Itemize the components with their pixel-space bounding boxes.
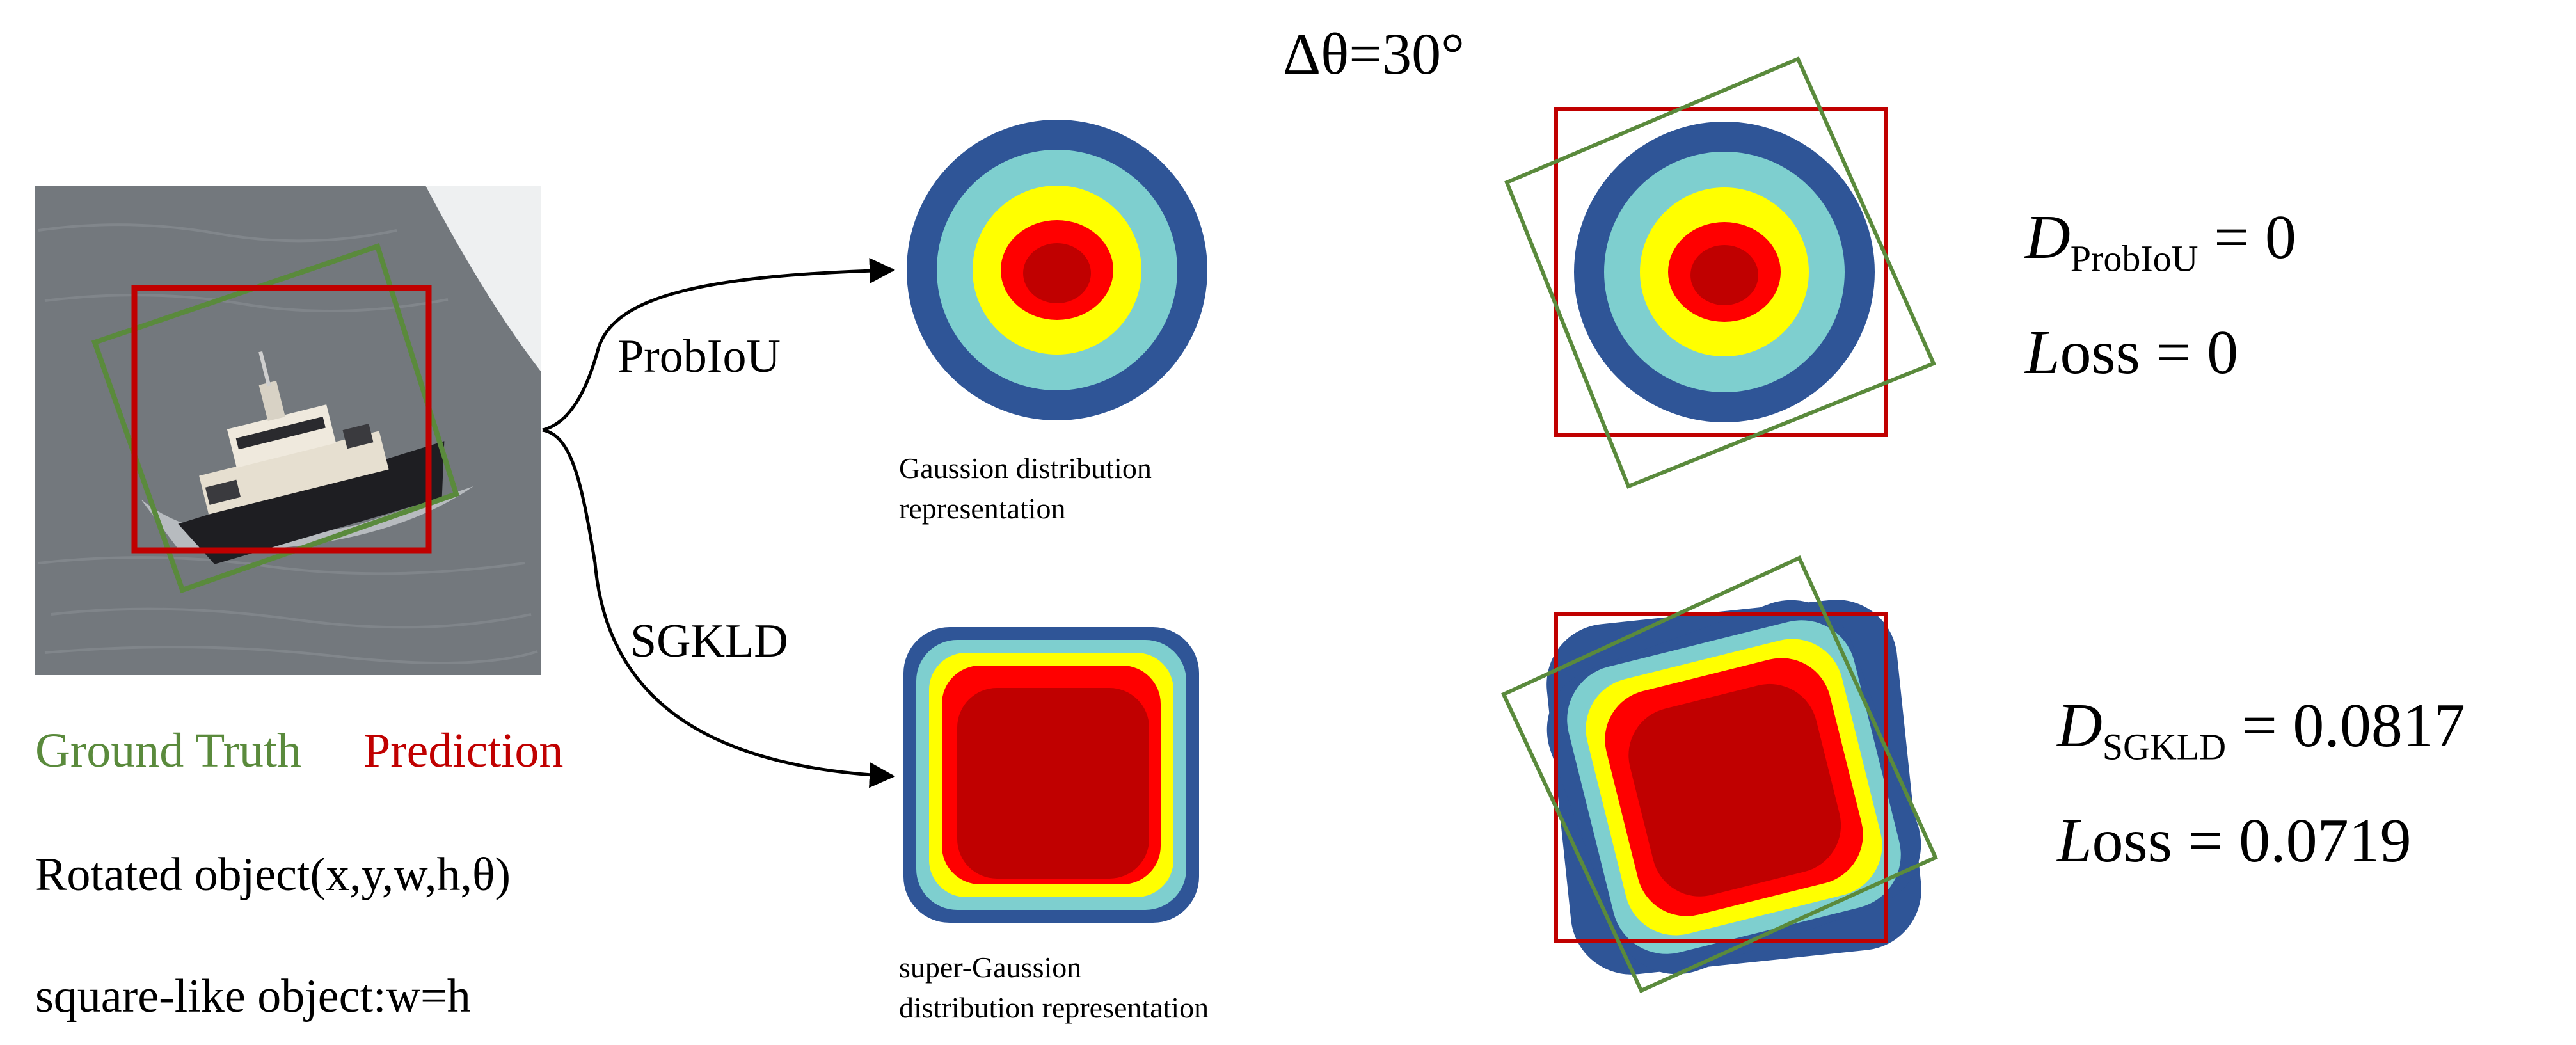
gaussian-caption: Gaussion distribution representation (899, 448, 1152, 529)
delta-theta-label: Δθ=30° (1283, 21, 1465, 86)
rotated-object-description: Rotated object(x,y,w,h,θ) (35, 849, 511, 901)
gaussian-distribution-diagram (907, 120, 1207, 420)
sgkld-loss-rest: oss (2092, 806, 2172, 875)
photo-ship-hull-corner (425, 186, 541, 371)
tugboat-photo (35, 186, 541, 675)
sgkld-distance-formula: DSGKLD = 0.0817 (2057, 694, 2465, 765)
tugboat-icon (178, 351, 445, 564)
probiou-prediction-box (1554, 107, 1888, 437)
super-gaussian-caption-line-2: distribution representation (899, 991, 1209, 1025)
sgkld-ground-truth-box (1501, 555, 1938, 993)
square-like-object-description: square-like object:w=h (35, 970, 471, 1023)
probiou-comparison-diagram (1504, 56, 1937, 489)
photo-ground-truth-box (91, 243, 459, 594)
probiou-d-value: = 0 (2214, 203, 2296, 272)
sgkld-prediction-box (1554, 612, 1888, 943)
sgkld-d-subscript: SGKLD (2102, 726, 2227, 768)
super-gaussian-distribution-diagram (903, 627, 1199, 923)
super-gaussian-caption: super-Gaussion distribution representati… (899, 947, 1209, 1028)
probiou-loss-letter: L (2025, 318, 2060, 387)
branch-label-sgkld: SGKLD (630, 615, 788, 667)
probiou-loss-formula: Loss = 0 (2025, 321, 2238, 384)
probiou-loss-rest: oss (2060, 318, 2140, 387)
sgkld-comparison-diagram (1501, 555, 1938, 993)
legend-prediction: Prediction (363, 724, 564, 778)
gaussian-caption-line-2: representation (899, 492, 1066, 525)
sgkld-d-value: = 0.0817 (2241, 691, 2465, 760)
probiou-d-letter: D (2025, 203, 2071, 272)
branch-label-probiou: ProbIoU (617, 330, 781, 383)
photo-prediction-box (131, 285, 432, 554)
probiou-d-subscript: ProbIoU (2070, 237, 2198, 280)
ring-dark-red (1023, 243, 1091, 303)
branch-arrow-probiou (542, 258, 895, 432)
gaussian-caption-line-1: Gaussion distribution (899, 452, 1152, 484)
sq-dark-red (957, 688, 1149, 879)
branch-arrow-sgkld (542, 428, 895, 788)
sgkld-loss-formula: Loss = 0.0719 (2057, 810, 2412, 872)
legend-ground-truth: Ground Truth (35, 724, 301, 778)
probiou-loss-value: = 0 (2156, 318, 2239, 387)
photo-water-texture (38, 223, 538, 664)
sgkld-d-letter: D (2057, 691, 2103, 760)
probiou-ground-truth-box (1504, 56, 1937, 489)
probiou-distance-formula: DProbIoU = 0 (2025, 206, 2296, 277)
sgkld-loss-value: = 0.0719 (2188, 806, 2412, 875)
sgkld-loss-letter: L (2057, 806, 2092, 875)
super-gaussian-caption-line-1: super-Gaussion (899, 951, 1082, 984)
